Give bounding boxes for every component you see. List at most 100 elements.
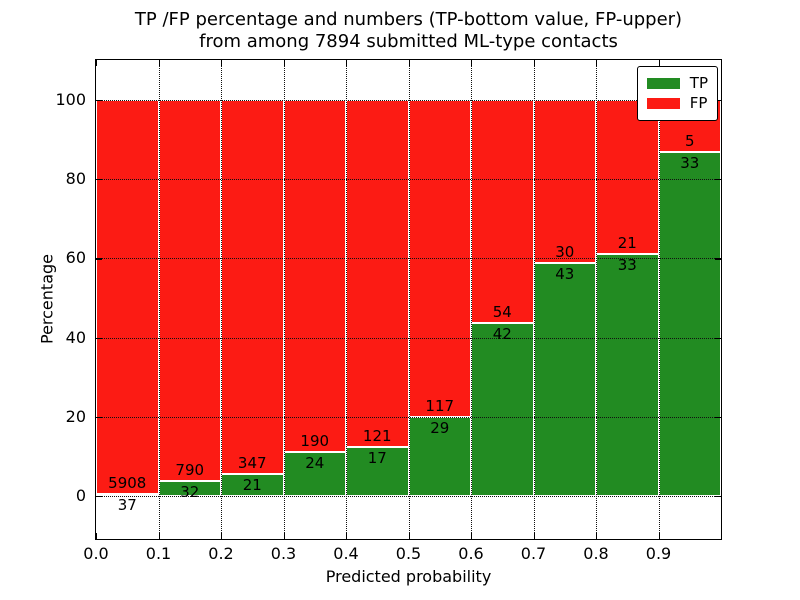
plot-area: 5908 37 790 32 347 21 190 24 121 17 117 29 54 42 30 43 2… [95,59,722,540]
tp-count-label: 33 [680,153,700,172]
x-tick [346,533,348,539]
tp-count-label: 43 [555,264,575,283]
fp-count-label: 21 [617,233,637,252]
x-tick-top [596,60,598,66]
chart-title: TP /FP percentage and numbers (TP-bottom… [96,9,721,53]
y-tick-right [715,496,721,498]
x-tick-label: 0.7 [520,544,547,563]
x-tick-top [533,60,535,66]
legend-entry: TP [646,74,708,92]
y-tick-label: 100 [55,89,86,109]
tp-count-label: 32 [180,482,200,501]
x-tick [658,533,660,539]
y-gridline [96,258,721,260]
x-tick-label: 0.2 [208,544,234,563]
bar-segment-tp [158,480,221,497]
legend-entry: FP [646,94,708,112]
x-gridline [533,60,535,539]
tp-count-label: 29 [430,419,450,438]
chart-title-line1: TP /FP percentage and numbers (TP-bottom… [134,9,683,30]
legend-swatch-fp [646,98,680,109]
fp-count-label: 117 [425,397,455,416]
fp-count-label: 30 [555,242,575,261]
bar-segment-fp [596,99,659,254]
bar-segment-tp [658,151,721,497]
bar-labels-layer: 5908 37 790 32 347 21 190 24 121 17 117 29 54 42 30 43 2… [96,60,721,539]
y-tick-label: 80 [65,168,86,188]
x-axis-label: Predicted probability [325,567,492,586]
y-gridline [96,337,721,339]
y-tick [96,99,102,101]
bar-segment-tp [221,473,284,497]
y-tick-label: 0 [75,486,86,506]
y-tick-label: 40 [65,327,86,347]
x-tick-label: 0.8 [583,544,609,563]
y-gridline [96,178,721,180]
x-gridline [158,60,160,539]
x-tick [158,533,160,539]
bar-segment-fp [533,99,596,263]
x-gridline [596,60,597,539]
x-gridline [471,60,472,539]
bar-segment-tp [96,493,159,497]
x-tick [596,533,598,539]
y-gridline [96,496,721,498]
y-tick [96,258,102,260]
x-tick-label: 0.4 [333,544,359,563]
bar-segment-fp [346,99,409,448]
x-gridline [283,60,285,539]
x-tick-top [221,60,223,66]
fp-count-label: 190 [300,431,330,450]
grid-layer [96,60,721,539]
y-gridline [96,99,721,101]
fp-count-label: 121 [362,427,392,446]
y-tick [96,496,102,498]
x-tick-label: 0.0 [83,544,109,563]
x-tick [471,533,473,539]
tp-count-label: 21 [242,475,262,494]
bar-segment-tp [533,262,596,497]
y-axis-label: Percentage [37,253,57,345]
y-tick [96,416,102,419]
bar-segment-fp [408,99,471,418]
y-tick-right [715,258,721,260]
y-tick [96,178,102,181]
tp-count-label: 24 [305,453,325,472]
x-tick-top [408,60,410,66]
x-tick-label: 0.6 [458,544,484,563]
bar-segment-tp [408,417,471,497]
x-tick-label: 0.3 [270,544,297,563]
x-tick [283,533,285,539]
fp-count-label: 54 [492,302,512,321]
fp-count-label: 347 [237,453,267,472]
fp-count-label: 790 [175,460,205,479]
bar-segment-tp [471,322,534,497]
bar-segment-fp [158,99,221,481]
y-tick-right [715,416,721,419]
bar-segment-fp [221,99,284,474]
legend-label-fp: FP [689,94,708,112]
bar-segment-fp [96,99,159,494]
bars-layer [96,60,721,539]
bar-segment-tp [596,253,659,497]
y-gridline [96,416,721,418]
y-tick-label: 60 [65,248,86,268]
ticks-layer [96,60,721,539]
x-tick-top [96,60,98,66]
x-tick-top [158,60,160,66]
legend-label-tp: TP [689,74,708,92]
x-tick [408,533,410,539]
y-tick [96,337,102,339]
bar-segment-tp [346,447,409,497]
legend: TP FP [636,66,718,121]
tp-count-label: 17 [367,449,387,468]
x-tick-top [471,60,473,66]
fp-count-label: 5 [684,131,695,150]
bar-segment-tp [283,451,346,497]
bar-segment-fp [283,99,346,452]
chart-title-line2: from among 7894 submitted ML-type contac… [199,31,618,52]
tp-count-label: 42 [492,324,512,343]
y-tick-right [715,337,721,339]
tp-count-label: 33 [617,255,637,274]
